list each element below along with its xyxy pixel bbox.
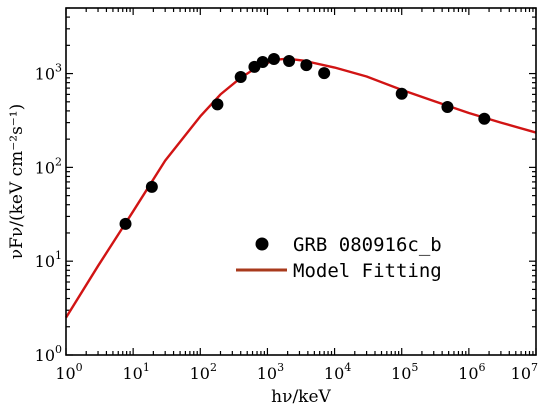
legend-marker-grb <box>255 237 269 251</box>
data-point <box>441 101 454 114</box>
data-point <box>478 112 491 125</box>
data-point <box>300 59 313 72</box>
data-point <box>267 52 280 65</box>
x-tick-label: 101 <box>122 361 149 383</box>
x-tick-label: 107 <box>511 361 538 383</box>
legend-label-model: Model Fitting <box>293 260 442 282</box>
x-tick-label: 100 <box>55 361 82 383</box>
data-point <box>234 70 247 83</box>
x-tick-label: 106 <box>458 361 485 383</box>
data-point <box>318 67 331 80</box>
data-point <box>283 55 296 68</box>
y-axis-label: νFν/(keV cm⁻²s⁻¹) <box>7 104 27 259</box>
data-point <box>145 180 158 193</box>
data-points <box>119 52 491 230</box>
x-axis-label: hν/keV <box>271 387 331 407</box>
data-point <box>119 217 132 230</box>
y-tick-labels: 100 101 102 103 <box>35 62 62 365</box>
data-point <box>395 87 408 100</box>
model-fitting-line <box>64 57 537 319</box>
legend-label-grb: GRB 080916c_b <box>293 234 442 256</box>
x-tick-label: 102 <box>190 361 217 383</box>
data-point <box>256 55 269 68</box>
x-tick-label: 104 <box>324 361 351 383</box>
model-fitting-curve <box>64 57 537 319</box>
y-tick-label: 102 <box>35 155 62 177</box>
legend: GRB 080916c_b Model Fitting <box>236 234 442 282</box>
y-tick-label: 101 <box>35 249 62 271</box>
y-tick-label: 100 <box>35 343 62 365</box>
data-point <box>211 98 224 111</box>
x-tick-labels: 100 101 102 103 104 105 106 107 <box>55 361 538 383</box>
x-tick-label: 105 <box>391 361 418 383</box>
y-tick-label: 103 <box>35 62 62 84</box>
x-tick-label: 103 <box>257 361 284 383</box>
plot-frame <box>65 7 537 356</box>
